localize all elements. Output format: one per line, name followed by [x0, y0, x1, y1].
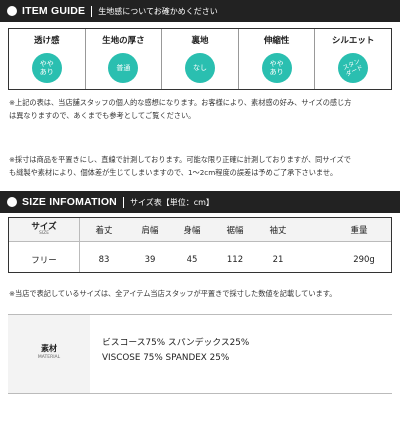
size-info-title: SIZE INFOMATION	[22, 196, 117, 208]
item-guide-title: ITEM GUIDE	[22, 5, 86, 17]
size-value: 21	[272, 255, 284, 265]
guide-value-badge: やや あり	[31, 53, 62, 83]
size-header: 身幅	[183, 226, 201, 236]
guide-value-badge: スタン ダード	[338, 53, 369, 83]
size-label-sub: SIZE	[38, 231, 50, 236]
guide-cell-transparency: 透け感 やや あり	[9, 29, 86, 89]
guide-label: シルエット	[331, 36, 375, 46]
note-feel: ※上記の表は、当店舗スタッフの個人的な感想になります。お客様により、素材感の好み…	[9, 96, 393, 122]
size-value: 83	[98, 255, 110, 265]
material-en: VISCOSE 75% SPANDEX 25%	[102, 353, 230, 363]
guide-value-badge: やや あり	[261, 53, 292, 83]
size-value: 39	[144, 255, 156, 265]
header-divider	[91, 5, 93, 17]
size-value: 112	[226, 255, 244, 265]
size-header: 袖丈	[269, 226, 287, 236]
circle-icon	[7, 6, 17, 16]
guide-cell-stretch: 伸縮性 やや あり	[239, 29, 316, 89]
material-label-sub: MATERIAL	[37, 355, 61, 360]
size-header: 重量	[350, 226, 368, 236]
size-header: 着丈	[95, 226, 113, 236]
guide-value-badge: 普通	[108, 53, 139, 83]
item-guide-header: ITEM GUIDE 生地感についてお確かめください	[0, 0, 400, 22]
note-line: ※上記の表は、当店舗スタッフの個人的な感想になります。お客様により、素材感の好み…	[9, 98, 352, 107]
material-label-cell	[8, 315, 90, 393]
material-jp: ビスコース75% スパンデックス25%	[102, 338, 250, 348]
guide-label: 伸縮性	[263, 36, 290, 46]
size-row-label: フリー	[31, 256, 57, 266]
material-label: 素材	[41, 344, 57, 353]
note-line: も縫製や素材により、個体差が生じてしまいますので、1〜2cm程度の誤差は予めご了…	[9, 168, 338, 177]
guide-value-text: スタン ダード	[342, 57, 365, 79]
circle-icon	[7, 197, 17, 207]
size-label: サイズ	[31, 222, 57, 232]
guide-cell-lining: 裏地 なし	[162, 29, 239, 89]
size-footnote: ※当店で表記しているサイズは、全アイテム当店スタッフが平置きで採寸した数値を記載…	[9, 289, 337, 298]
guide-cell-silhouette: シルエット スタン ダード	[315, 29, 391, 89]
guide-label: 生地の厚さ	[102, 36, 145, 46]
size-value: 45	[186, 255, 198, 265]
guide-label: 裏地	[191, 36, 209, 46]
size-info-subtitle: サイズ表【単位：cm】	[129, 197, 214, 207]
guide-cell-thickness: 生地の厚さ 普通	[86, 29, 163, 89]
size-header: 裾幅	[226, 226, 244, 236]
guide-value-badge: なし	[184, 53, 215, 83]
note-line: は異なりますので、あくまでも参考としてご覧ください。	[9, 111, 196, 120]
note-line: ※採寸は商品を平置きにし、直線で計測しております。可能な限り正確に計測しておりま…	[9, 155, 351, 164]
guide-label: 透け感	[34, 36, 60, 46]
size-table: サイズ SIZE 着丈 肩幅 身幅 裾幅 袖丈 重量 フリー 83 39 45 …	[8, 217, 392, 273]
size-table-head	[9, 218, 391, 241]
size-info-header: SIZE INFOMATION サイズ表【単位：cm】	[0, 191, 400, 213]
item-guide-subtitle: 生地感についてお確かめください	[98, 6, 218, 16]
size-header: 肩幅	[141, 226, 159, 236]
note-measure: ※採寸は商品を平置きにし、直線で計測しております。可能な限り正確に計測しておりま…	[9, 153, 393, 179]
row-divider	[9, 241, 391, 242]
header-divider	[122, 196, 124, 208]
material-table: 素材 MATERIAL ビスコース75% スパンデックス25% VISCOSE …	[8, 314, 392, 394]
item-guide-table: 透け感 やや あり 生地の厚さ 普通 裏地 なし 伸縮性 やや あり シルエット…	[8, 28, 392, 90]
size-value: 290g	[353, 255, 375, 265]
column-divider	[79, 218, 80, 272]
